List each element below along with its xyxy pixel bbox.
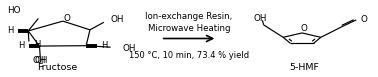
Text: OH: OH — [35, 56, 48, 65]
Text: Fructose: Fructose — [37, 63, 77, 72]
Text: O: O — [63, 14, 70, 23]
Text: HO: HO — [7, 6, 20, 15]
Text: OH: OH — [254, 14, 267, 23]
Text: Microwave Heating: Microwave Heating — [148, 24, 230, 33]
Text: H: H — [34, 40, 40, 49]
Text: 5-HMF: 5-HMF — [289, 64, 319, 72]
Text: H: H — [18, 41, 25, 50]
Text: H: H — [101, 41, 108, 50]
Text: OH: OH — [110, 15, 124, 24]
Text: Ion-exchange Resin,: Ion-exchange Resin, — [146, 12, 232, 21]
Text: OH: OH — [123, 44, 136, 53]
Text: H: H — [8, 26, 14, 35]
Text: O: O — [300, 24, 307, 33]
Text: OH: OH — [33, 56, 46, 65]
Text: 150 °C, 10 min, 73.4 % yield: 150 °C, 10 min, 73.4 % yield — [129, 51, 249, 60]
Text: O: O — [361, 15, 368, 24]
